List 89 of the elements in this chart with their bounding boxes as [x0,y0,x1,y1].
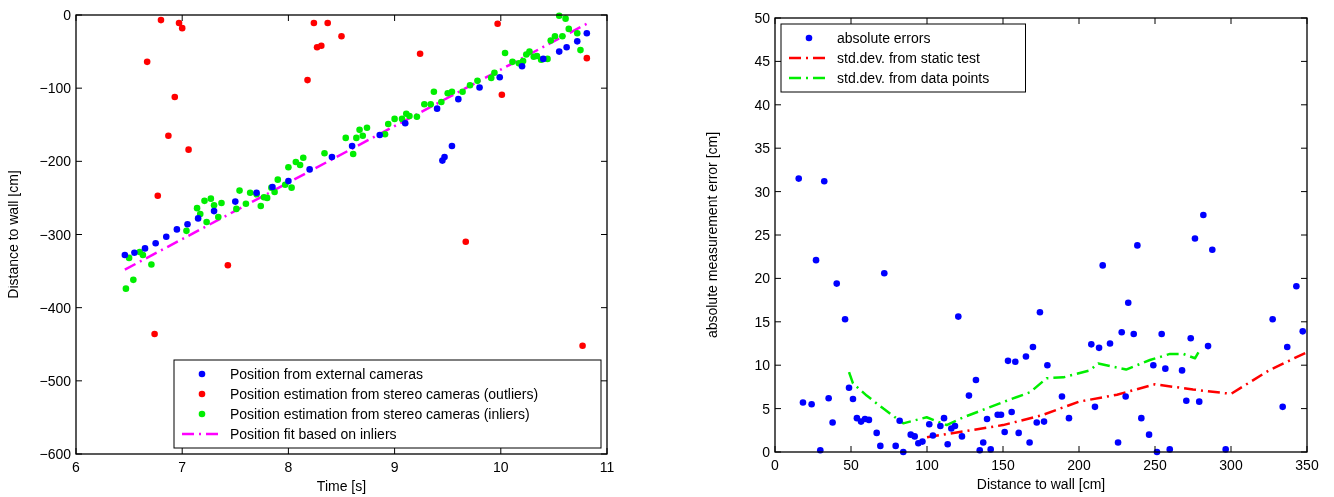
point [141,245,149,252]
y-tick-label: 0 [762,444,771,460]
y-axis-title: Distance to wall [cm] [5,170,21,299]
y-tick-label: −400 [39,299,72,316]
point [324,19,331,27]
point [563,43,570,51]
y-tick-label: 15 [754,313,771,330]
point [184,220,191,228]
point [318,42,325,50]
point [224,261,232,269]
y-tick-label: −300 [39,226,72,243]
point [154,192,162,200]
y-tick-label: 25 [754,227,771,243]
point [416,50,424,58]
point [496,73,504,81]
y-tick-label: 30 [754,183,771,200]
point [131,249,138,257]
point [348,142,356,150]
point [157,16,165,24]
y-tick-label: 35 [754,140,771,157]
y-tick-label: 45 [754,53,771,70]
y-axis-title: absolute measurement error [cm] [704,131,720,339]
point [494,20,501,28]
point [210,207,218,215]
x-tick-label: 8 [284,459,293,475]
point [555,48,563,55]
point [401,119,409,127]
point [173,226,181,233]
point [579,342,586,350]
point [328,153,336,161]
point [583,29,591,37]
point [306,166,313,173]
legend-label: std.dev. from data points [837,70,990,86]
point [476,84,483,91]
point [152,239,159,247]
y-tick-label: 5 [762,400,771,417]
y-tick-label: −200 [39,153,72,170]
point [232,198,239,205]
y-tick-label: 0 [63,7,72,23]
legend-label: std.dev. from static test [837,50,981,66]
x-tick-label: 10 [493,459,509,475]
point [455,95,462,103]
y-tick-label: 50 [754,10,771,26]
x-tick-label: 300 [1219,457,1243,473]
x-tick-label: 200 [1067,457,1091,473]
point [338,32,345,40]
y-tick-label: 20 [754,270,771,287]
point [304,76,311,84]
point [498,91,506,99]
x-tick-label: 350 [1295,457,1319,473]
point [194,215,202,222]
point [178,24,186,32]
point [185,146,192,153]
x-tick-label: 250 [1143,457,1167,473]
point [376,131,384,139]
point [583,54,591,62]
y-tick-label: 10 [754,357,771,374]
point [448,142,456,150]
x-tick-label: 7 [178,459,187,475]
point [121,251,129,259]
point [441,153,448,161]
point [162,233,170,240]
point [165,132,172,140]
y-tick-label: −100 [39,80,72,97]
legend-label: absolute errors [837,30,931,46]
x-tick-label: 50 [843,457,859,473]
point [310,19,318,27]
point [151,330,158,338]
point [175,19,183,27]
x-tick-label: 100 [915,457,939,473]
x-axis-title: Time [s] [316,478,367,494]
point [433,105,441,112]
y-tick-label: −600 [39,446,72,462]
legend-label: Position from external cameras [230,366,423,382]
y-tick-label: 40 [754,96,771,113]
x-tick-label: 11 [599,459,615,475]
point [462,238,470,246]
point [143,58,151,66]
y-tick-label: −500 [39,372,72,389]
x-tick-label: 9 [390,459,399,475]
point [573,38,581,45]
x-axis-title: Distance to wall [cm] [976,476,1106,492]
x-tick-label: 150 [991,457,1015,473]
legend-label: Position estimation from stereo cameras (outliers) [230,386,539,402]
legend-label: Position estimation from stereo cameras (inliers) [230,406,530,422]
legend-label: Position fit based on inliers [230,426,397,442]
point [285,177,292,185]
x-tick-label: 6 [72,459,81,475]
point [171,93,179,101]
